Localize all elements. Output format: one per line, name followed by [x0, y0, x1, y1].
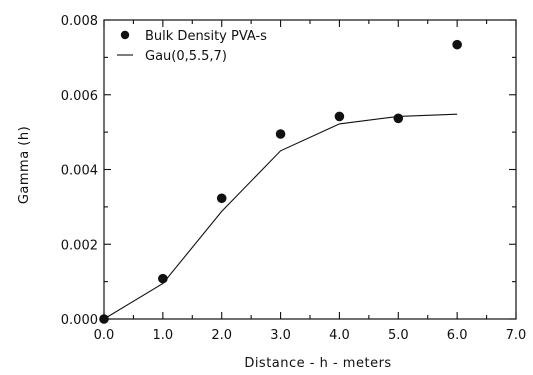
x-tick-label: 7.0	[506, 328, 527, 343]
x-tick-label: 3.0	[270, 328, 291, 343]
data-point	[393, 113, 404, 124]
y-tick-label: 0.000	[61, 313, 98, 328]
y-tick-label: 0.008	[61, 14, 98, 29]
y-tick-label: 0.006	[61, 89, 98, 104]
x-axis-title: Distance - h - meters	[244, 356, 391, 371]
x-tick-label: 0.0	[94, 328, 115, 343]
x-tick-label: 4.0	[329, 328, 350, 343]
legend-label: Gau(0,5.5,7)	[145, 49, 227, 64]
y-axis-title: Gamma (h)	[17, 126, 32, 204]
x-tick-label: 6.0	[447, 328, 468, 343]
y-tick-label: 0.004	[61, 164, 98, 179]
legend-label: Bulk Density PVA-s	[145, 29, 267, 44]
x-tick-label: 2.0	[211, 328, 232, 343]
data-point	[216, 193, 227, 204]
model-line-gau	[103, 113, 458, 320]
x-tick-label: 5.0	[388, 328, 409, 343]
y-tick-label: 0.002	[61, 238, 98, 253]
legend-marker-swatch	[120, 30, 130, 40]
data-point	[275, 129, 286, 139]
x-tick-label: 1.0	[153, 328, 174, 343]
plot-frame	[103, 19, 517, 320]
data-point	[334, 111, 345, 122]
data-point	[452, 39, 462, 50]
